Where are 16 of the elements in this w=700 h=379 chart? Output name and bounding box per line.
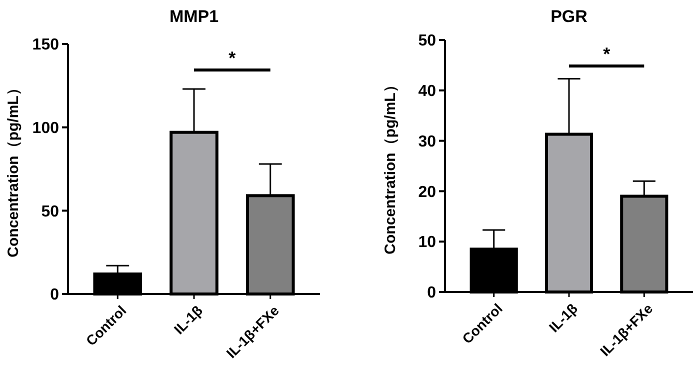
y-axis-title: Concentration（pg/mL） [382, 78, 399, 254]
chart-title: PGR [550, 7, 588, 26]
y-tick-label: 50 [41, 203, 60, 220]
y-axis-title: Concentration（pg/mL） [5, 80, 22, 258]
chart-title: MMP1 [169, 7, 219, 26]
y-tick-label: 150 [32, 36, 60, 54]
y-tick-label: 0 [427, 284, 436, 302]
y-tick-label: 0 [50, 286, 60, 304]
y-tick-label: 50 [418, 32, 436, 50]
y-tick-label: 10 [418, 234, 436, 252]
y-tick-label: 20 [418, 184, 436, 201]
annotation: * [228, 48, 236, 68]
y-tick-label: 30 [418, 133, 436, 150]
y-tick-label: 100 [32, 120, 60, 137]
annotation: * [603, 44, 610, 64]
y-tick-label: 40 [418, 83, 436, 100]
